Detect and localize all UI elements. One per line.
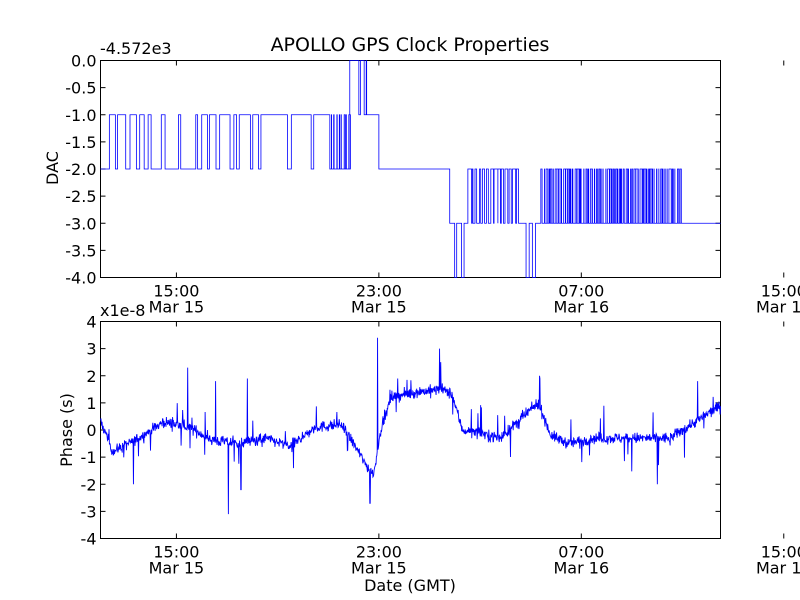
dac-panel: -4.572e3 DAC 0.0 -0.5 -1.0 -1.5 -2.0 -2.5 -3.0… bbox=[43, 39, 800, 317]
phase-y-tick-label: -3 bbox=[81, 502, 97, 521]
phase-x-tick-time: 07:00 bbox=[558, 543, 604, 562]
phase-x-tick-date: Mar 16 bbox=[553, 559, 609, 578]
dac-series-line bbox=[100, 60, 721, 278]
dac-y-axis-label: DAC bbox=[43, 151, 62, 185]
phase-x-tick-time: 23:00 bbox=[356, 543, 402, 562]
dac-x-tick-time: 15:00 bbox=[761, 282, 800, 301]
dac-y-tick-label: 0.0 bbox=[71, 52, 96, 71]
dac-y-tick-label: -2.0 bbox=[65, 160, 96, 179]
phase-x-tick-time: 15:00 bbox=[153, 543, 199, 562]
phase-series-line bbox=[100, 337, 721, 515]
dac-y-tick-label: -1.0 bbox=[65, 106, 96, 125]
dac-y-tick-label: -3.0 bbox=[65, 214, 96, 233]
phase-offset-label: x1e-8 bbox=[100, 301, 145, 320]
dac-x-tick-time: 15:00 bbox=[153, 282, 199, 301]
phase-x-tick-date: Mar 15 bbox=[351, 559, 407, 578]
phase-x-tick-time: 15:00 bbox=[761, 543, 800, 562]
phase-y-tick-label: 0 bbox=[86, 421, 96, 440]
phase-y-tick-label: -4 bbox=[81, 530, 97, 549]
dac-y-tick-label: -2.5 bbox=[65, 187, 96, 206]
phase-y-tick-label: 3 bbox=[86, 340, 96, 359]
dac-x-tick-date: Mar 16 bbox=[553, 298, 609, 317]
dac-x-tick-date: Mar 15 bbox=[149, 298, 205, 317]
phase-y-tick-label: 4 bbox=[86, 313, 96, 332]
dac-y-tick-label: -4.0 bbox=[65, 269, 96, 288]
dac-offset-label: -4.572e3 bbox=[100, 39, 172, 58]
phase-x-axis-label: Date (GMT) bbox=[364, 576, 456, 595]
dac-y-tick-label: -1.5 bbox=[65, 133, 96, 152]
phase-y-tick-label: -1 bbox=[81, 448, 97, 467]
figure-title: APOLLO GPS Clock Properties bbox=[271, 34, 550, 56]
dac-x-tick-date: Mar 15 bbox=[351, 298, 407, 317]
dac-y-tick-label: -0.5 bbox=[65, 79, 96, 98]
phase-y-tick-label: 2 bbox=[86, 367, 96, 386]
phase-y-tick-label: 1 bbox=[86, 394, 96, 413]
phase-panel: x1e-8 Phase (s) Date (GMT) 4 3 2 1 0 -1 -2 -3 -4… bbox=[57, 301, 800, 595]
phase-x-tick-date: Mar 16 bbox=[756, 559, 800, 578]
dac-y-tick-label: -3.5 bbox=[65, 241, 96, 260]
dac-x-tick-time: 23:00 bbox=[356, 282, 402, 301]
dac-x-tick-date: Mar 16 bbox=[756, 298, 800, 317]
dac-x-tick-time: 07:00 bbox=[558, 282, 604, 301]
phase-y-tick-label: -2 bbox=[81, 475, 97, 494]
phase-y-axis-label: Phase (s) bbox=[57, 393, 76, 467]
phase-x-tick-date: Mar 15 bbox=[149, 559, 205, 578]
